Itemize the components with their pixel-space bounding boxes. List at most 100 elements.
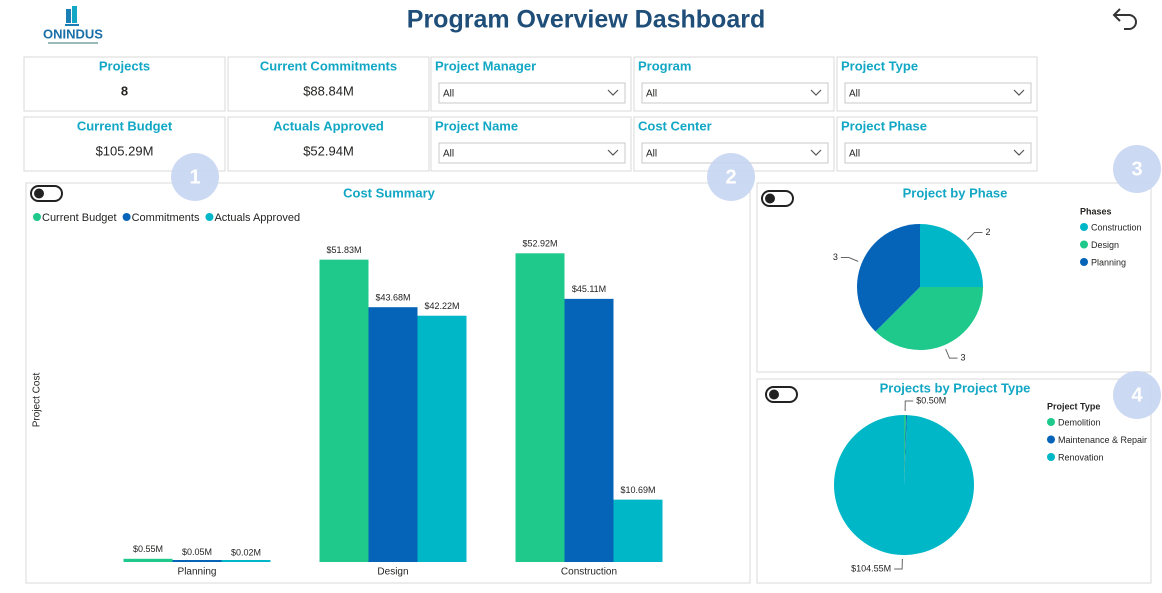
bar <box>368 307 418 562</box>
dropdown-chevron[interactable] <box>607 89 619 96</box>
legend-marker <box>122 213 131 221</box>
toggle-knob[interactable] <box>765 193 775 204</box>
legend-label: Current Budget <box>42 212 117 224</box>
pie-slice <box>857 224 920 332</box>
leader-line <box>840 257 859 262</box>
dropdown-chevron[interactable] <box>1013 89 1025 96</box>
toggle-knob[interactable] <box>34 188 44 199</box>
legend-label: Actuals Approved <box>214 212 300 224</box>
legend-label: Commitments <box>132 212 200 224</box>
data-label: $0.50M <box>916 395 946 405</box>
kpi-label: Projects <box>99 58 150 73</box>
data-label: $42.22M <box>424 301 459 311</box>
dropdown-value[interactable]: All <box>443 149 454 160</box>
leader-line <box>904 400 914 412</box>
bar <box>515 253 565 563</box>
chart-title: Cost Summary <box>343 185 436 200</box>
pie-slice <box>904 415 908 485</box>
badge <box>1113 145 1161 193</box>
bar <box>319 259 369 562</box>
filter-label: Project Name <box>435 118 518 133</box>
x-tick-label: Construction <box>561 567 617 578</box>
pie-slice <box>875 287 983 351</box>
dropdown-value[interactable]: All <box>849 89 860 100</box>
filter-label: Cost Center <box>638 118 712 133</box>
dropdown[interactable] <box>438 82 626 104</box>
kpi-label: Current Commitments <box>260 58 397 73</box>
page-title: Program Overview Dashboard <box>407 6 765 34</box>
dropdown[interactable] <box>438 142 626 164</box>
data-label: $52.92M <box>522 239 557 249</box>
dropdown-chevron[interactable] <box>810 89 822 96</box>
data-label: $0.02M <box>231 547 261 557</box>
legend-marker <box>205 213 214 221</box>
dropdown-value[interactable]: All <box>849 149 860 160</box>
logo-tagline <box>48 42 98 44</box>
data-label: 2 <box>985 227 990 237</box>
bar <box>564 298 614 562</box>
kpi-label: Actuals Approved <box>273 118 384 133</box>
pie-slice <box>920 224 983 287</box>
kpi-value: $88.84M <box>303 83 354 98</box>
bar <box>613 499 663 562</box>
dropdown-chevron[interactable] <box>1013 149 1025 156</box>
data-label: $51.83M <box>326 245 361 255</box>
legend-marker <box>33 213 41 221</box>
legend-label: Construction <box>1091 222 1142 232</box>
data-label: 3 <box>960 353 965 363</box>
x-tick-label: Planning <box>178 567 217 578</box>
badge-number: 1 <box>189 166 200 188</box>
kpi-card <box>227 56 430 112</box>
data-label: $43.68M <box>375 293 410 303</box>
legend-label: Demolition <box>1058 417 1101 427</box>
dropdown-value[interactable]: All <box>646 149 657 160</box>
data-label: $0.05M <box>182 547 212 557</box>
dropdown-value[interactable]: All <box>646 89 657 100</box>
legend-marker <box>1080 223 1088 231</box>
badge-number: 3 <box>1131 158 1142 180</box>
dropdown-chevron[interactable] <box>810 149 822 156</box>
legend-marker <box>1080 258 1088 266</box>
legend-title: Project Type <box>1047 401 1100 411</box>
dropdown-value[interactable]: All <box>443 89 454 100</box>
dropdown[interactable] <box>844 142 1032 164</box>
badge <box>707 153 755 201</box>
leader-line <box>967 232 983 240</box>
legend-label: Renovation <box>1058 452 1104 462</box>
leader-line <box>945 348 958 359</box>
dropdown[interactable] <box>641 82 829 104</box>
logo-text: ONINDUS <box>43 26 103 41</box>
badge <box>171 153 219 201</box>
badge-number: 2 <box>725 166 736 188</box>
chart-title: Project by Phase <box>903 185 1008 200</box>
kpi-value: $105.29M <box>96 143 154 158</box>
legend-title: Phases <box>1080 206 1112 216</box>
dropdown[interactable] <box>844 82 1032 104</box>
legend-marker <box>1047 435 1055 444</box>
kpi-label: Current Budget <box>77 118 173 133</box>
badge <box>1113 371 1161 419</box>
back-button[interactable] <box>1112 8 1137 30</box>
filter-label: Project Type <box>841 58 918 73</box>
legend-marker <box>1047 418 1055 426</box>
filter-label: Program <box>638 58 691 73</box>
x-tick-label: Design <box>377 567 408 578</box>
legend-label: Planning <box>1091 257 1126 267</box>
logo-icon <box>65 6 79 26</box>
data-label: $0.55M <box>133 544 163 554</box>
legend-label: Maintenance & Repair <box>1058 435 1147 445</box>
kpi-card <box>227 116 430 172</box>
dropdown-chevron[interactable] <box>607 149 619 156</box>
y-axis-label: Project Cost <box>32 373 43 428</box>
data-label: $104.55M <box>851 563 891 573</box>
chart-title: Projects by Project Type <box>880 380 1031 395</box>
toggle-knob[interactable] <box>769 389 779 400</box>
data-label: $10.69M <box>620 485 655 495</box>
data-label: $45.11M <box>572 284 606 294</box>
kpi-card <box>23 56 226 112</box>
kpi-value: $52.94M <box>303 143 354 158</box>
bar <box>417 315 467 562</box>
pie-slice <box>904 415 907 485</box>
